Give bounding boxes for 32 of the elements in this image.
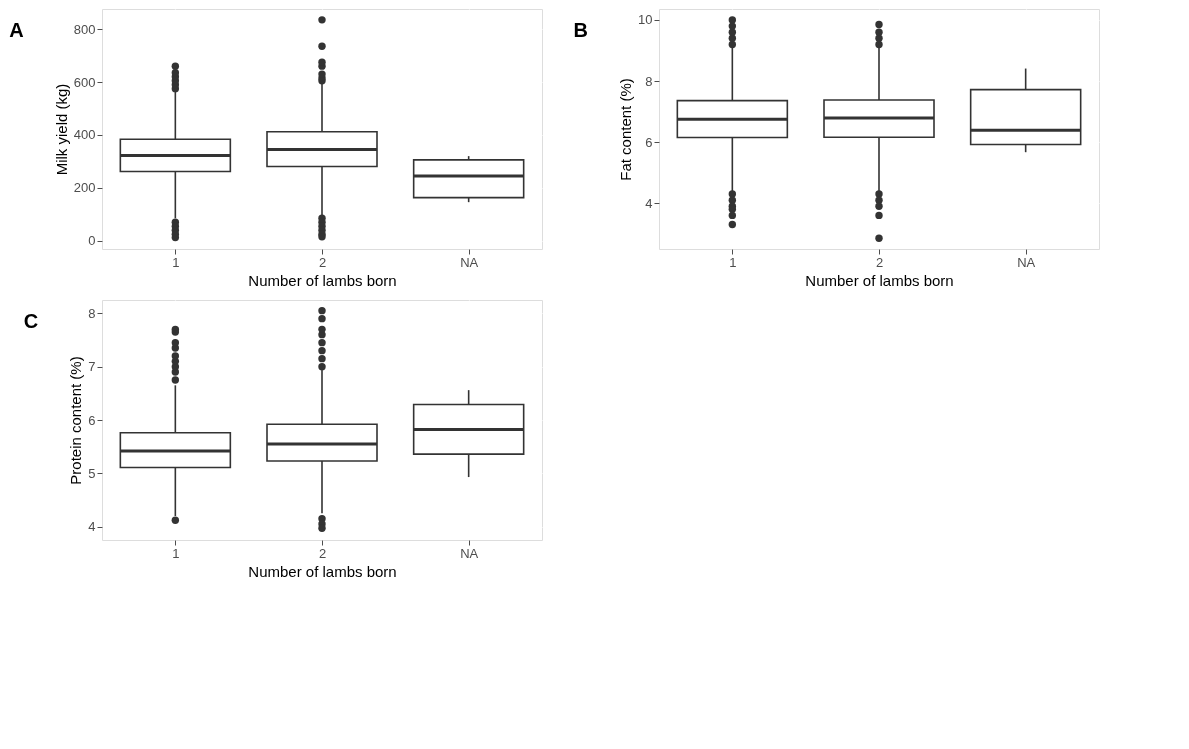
y-tick-label: 8 [88, 305, 96, 321]
y-tick-label: 4 [88, 519, 96, 535]
y-tick-label: 5 [88, 465, 96, 481]
x-tick-label: NA [1017, 254, 1036, 270]
x-axis-title: Number of lambs born [805, 271, 954, 289]
x-tick-label: NA [460, 545, 479, 561]
y-tick-label: 600 [73, 74, 96, 90]
x-tick-label: 2 [875, 254, 884, 270]
y-tick-label: 0 [88, 233, 96, 249]
x-tick-label: NA [460, 254, 479, 270]
x-tick-label: 1 [729, 254, 737, 270]
y-tick-label: 8 [645, 73, 653, 89]
y-tick-label: 400 [73, 127, 96, 143]
text: C [23, 310, 39, 332]
y-tick-label: 200 [73, 180, 96, 196]
y-tick-label: 10 [638, 12, 653, 28]
y-tick-label: 6 [645, 134, 653, 150]
text: B [573, 19, 588, 41]
x-axis-title: Number of lambs born [248, 271, 397, 289]
y-tick-label: 6 [88, 412, 96, 428]
x-axis-title: Number of lambs born [248, 562, 397, 580]
y-axis-title: Protein content (%) [67, 356, 85, 485]
x-tick-label: 1 [172, 545, 180, 561]
x-tick-label: 2 [318, 254, 327, 270]
y-axis-title: Milk yield (kg) [52, 83, 70, 176]
x-tick-label: 2 [318, 545, 327, 561]
y-tick-label: 800 [73, 21, 96, 37]
y-tick-label: 4 [645, 195, 653, 211]
text: A [9, 19, 24, 41]
y-tick-label: 7 [88, 359, 96, 375]
y-axis-title: Fat content (%) [617, 78, 635, 181]
x-tick-label: 1 [172, 254, 180, 270]
